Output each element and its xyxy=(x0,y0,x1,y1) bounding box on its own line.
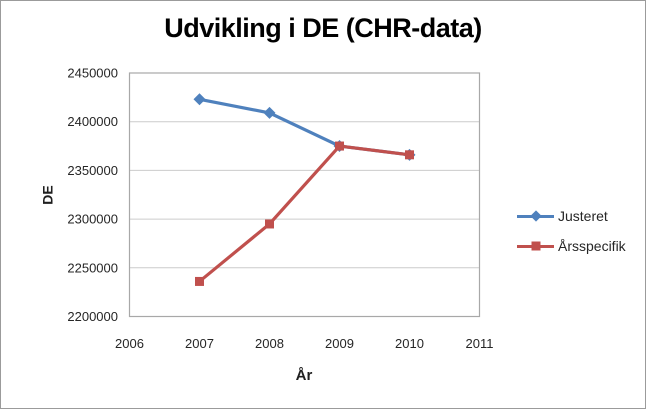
y-axis-title-text: DE xyxy=(39,185,56,205)
y-tick-label: 2350000 xyxy=(67,163,118,178)
y-tick-label: 2300000 xyxy=(67,212,118,227)
x-tick-label: 2009 xyxy=(325,336,354,351)
x-tick-label: 2011 xyxy=(466,336,494,351)
legend: Justeret Årsspecifik xyxy=(517,201,643,261)
x-tick-label: 2007 xyxy=(185,336,214,351)
y-tick-label: 2400000 xyxy=(67,114,118,129)
x-tick-label: 2010 xyxy=(395,336,424,351)
series-line-justeret xyxy=(199,97,410,157)
legend-item-justeret: Justeret xyxy=(517,201,643,231)
data-point-square xyxy=(195,276,204,286)
plot-area-border xyxy=(128,72,481,318)
y-tick-label: 2200000 xyxy=(67,309,118,324)
data-point-diamond xyxy=(263,106,276,119)
square-marker-icon xyxy=(531,241,540,251)
y-axis-title: DE xyxy=(35,73,61,317)
chart-title: Udvikling i DE (CHR-data) xyxy=(164,13,482,43)
x-tick-label: 2008 xyxy=(255,336,284,351)
data-point-square xyxy=(265,219,274,229)
data-point-square xyxy=(405,150,414,160)
legend-swatch xyxy=(517,210,554,222)
y-tick-label: 2450000 xyxy=(67,66,118,81)
y-tick-label: 2250000 xyxy=(67,260,118,275)
x-axis-title: År xyxy=(295,367,313,384)
legend-label: Justeret xyxy=(558,208,608,224)
series-line-årsspecifik xyxy=(198,144,410,283)
legend-swatch xyxy=(517,240,554,252)
data-point-diamond xyxy=(193,93,206,106)
x-tick-label: 2006 xyxy=(115,336,144,351)
diamond-marker-icon xyxy=(529,210,542,222)
data-point-square xyxy=(335,141,344,151)
legend-label: Årsspecifik xyxy=(558,238,626,254)
legend-item-aarsspecifik: Årsspecifik xyxy=(517,231,643,261)
